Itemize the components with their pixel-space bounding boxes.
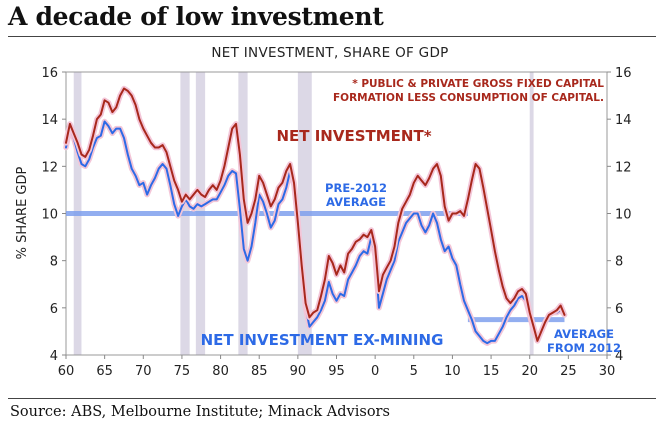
y-tick-label-right: 6: [615, 302, 623, 317]
footnote-line: * PUBLIC & PRIVATE GROSS FIXED CAPITAL: [352, 78, 604, 90]
bottom-rule: [8, 398, 656, 399]
y-tick-label-right: 10: [615, 208, 632, 223]
series-line: [65, 87, 566, 342]
x-tick-label: 65: [96, 364, 113, 379]
series-label-ex-mining: NET INVESTMENT EX-MINING: [201, 331, 444, 349]
annotations: * PUBLIC & PRIVATE GROSS FIXED CAPITAL FO…: [201, 78, 621, 355]
x-tick-label: 80: [212, 364, 229, 379]
x-tick-label: 5: [410, 364, 418, 379]
y-axis-left: 4 6 8 10 12 14 16: [41, 66, 66, 364]
x-tick-label: 60: [58, 364, 75, 379]
y-axis-right: 4 6 8 10 12 14 16: [607, 66, 632, 364]
y-axis-label: % SHARE GDP: [15, 166, 30, 259]
x-tick-label: 70: [135, 364, 152, 379]
y-tick-label-left: 4: [50, 349, 58, 364]
average-label-from2012: FROM 2012: [547, 341, 621, 355]
y-tick-label-right: 16: [615, 66, 632, 81]
average-label-pre2012: PRE-2012: [325, 181, 387, 195]
y-tick-label-left: 12: [41, 160, 58, 175]
series-lines: [63, 85, 568, 346]
x-axis: 60 65 70 75 80 85 90 95 0 5 10 15 20 25 30: [58, 355, 616, 379]
y-tick-label-right: 8: [615, 255, 623, 270]
y-tick-label-left: 16: [41, 66, 58, 81]
x-tick-label: 10: [444, 364, 461, 379]
x-tick-label: 95: [328, 364, 345, 379]
line-chart: 60 65 70 75 80 85 90 95 0 5 10 15 20 25 30 4 6 8 10 12 14 16…: [15, 66, 632, 379]
series-label-net-investment: NET INVESTMENT*: [276, 127, 431, 145]
x-tick-label: 15: [483, 364, 500, 379]
recession-band: [529, 72, 534, 355]
average-label-pre2012: AVERAGE: [326, 195, 386, 209]
source-note: Source: ABS, Melbourne Institute; Minack…: [10, 404, 390, 420]
y-tick-label-left: 8: [50, 255, 58, 270]
series-line: [65, 120, 566, 345]
y-tick-label-left: 6: [50, 302, 58, 317]
chart-title: NET INVESTMENT, SHARE OF GDP: [211, 45, 449, 61]
x-tick-label: 0: [371, 364, 379, 379]
y-tick-label-right: 14: [615, 113, 632, 128]
x-tick-label: 30: [599, 364, 616, 379]
average-label-from2012: AVERAGE: [554, 327, 614, 341]
x-tick-label: 90: [290, 364, 307, 379]
y-tick-label-left: 14: [41, 113, 58, 128]
x-tick-label: 75: [174, 364, 191, 379]
x-tick-label: 85: [251, 364, 268, 379]
x-tick-label: 20: [521, 364, 538, 379]
top-rule: [8, 36, 656, 37]
y-tick-label-left: 10: [41, 208, 58, 223]
y-tick-label-right: 4: [615, 349, 623, 364]
y-tick-label-right: 12: [615, 160, 632, 175]
headline: A decade of low investment: [8, 2, 384, 31]
x-tick-label: 25: [560, 364, 577, 379]
footnote-line: FORMATION LESS CONSUMPTION OF CAPITAL.: [333, 92, 604, 104]
